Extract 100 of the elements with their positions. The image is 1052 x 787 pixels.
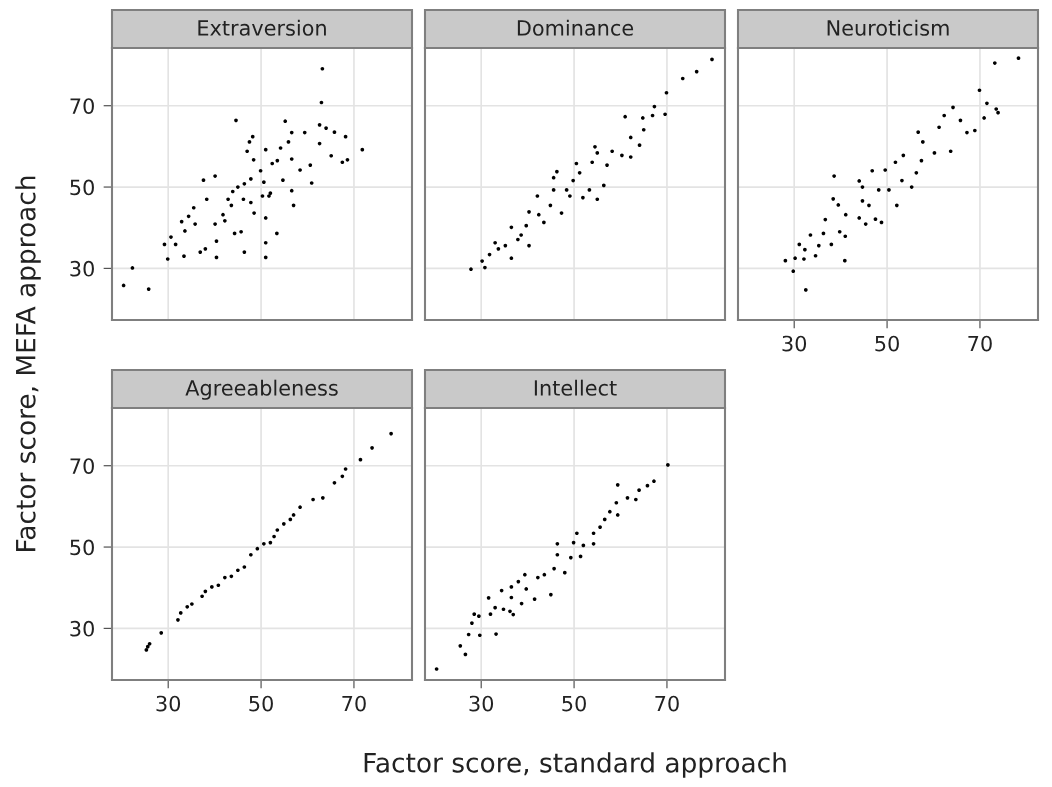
chart-title: Intellect xyxy=(534,379,617,396)
point xyxy=(640,116,645,120)
point xyxy=(664,90,669,95)
point xyxy=(628,135,633,140)
point xyxy=(562,570,567,575)
point xyxy=(625,496,630,500)
point xyxy=(802,257,806,261)
point xyxy=(615,483,620,487)
point xyxy=(535,194,540,198)
point xyxy=(516,237,520,242)
point xyxy=(527,243,531,248)
point xyxy=(590,160,595,165)
point xyxy=(593,144,597,149)
point xyxy=(614,500,619,505)
point xyxy=(519,233,523,237)
point xyxy=(511,612,516,617)
point xyxy=(948,149,953,154)
point xyxy=(571,178,575,183)
point xyxy=(178,611,183,615)
point xyxy=(876,188,881,192)
point xyxy=(843,234,848,239)
point xyxy=(900,178,904,183)
point xyxy=(867,203,871,208)
point xyxy=(469,267,473,272)
point xyxy=(552,566,556,571)
point xyxy=(634,497,638,502)
point xyxy=(509,225,514,230)
point xyxy=(710,57,714,62)
point xyxy=(575,531,579,536)
point xyxy=(200,594,204,599)
point xyxy=(680,76,685,81)
y-tick-label: 30 xyxy=(70,620,94,637)
point xyxy=(551,188,556,192)
y-tick-label: 50 xyxy=(70,539,94,556)
point xyxy=(973,128,977,133)
point xyxy=(542,220,546,225)
point xyxy=(216,583,221,588)
point xyxy=(483,265,487,270)
point xyxy=(803,288,808,292)
point xyxy=(894,203,899,208)
point xyxy=(536,212,541,217)
x-tick-label: 30 xyxy=(782,335,807,352)
point xyxy=(527,210,531,214)
point xyxy=(994,107,999,111)
point xyxy=(641,127,646,132)
point xyxy=(992,61,997,65)
x-tick-label: 70 xyxy=(968,335,992,352)
point xyxy=(242,565,247,569)
point xyxy=(873,217,878,222)
point xyxy=(791,269,796,274)
point xyxy=(568,194,572,198)
point xyxy=(601,183,606,188)
y-tick-label: 70 xyxy=(70,98,94,114)
point xyxy=(496,247,501,251)
point xyxy=(472,612,477,616)
x-axis-title: Factor score, standard approach xyxy=(364,752,786,778)
point xyxy=(486,596,491,600)
x-tick-label: 30 xyxy=(156,695,181,712)
point xyxy=(914,170,919,175)
point xyxy=(568,555,573,560)
point xyxy=(916,130,921,134)
point xyxy=(262,541,266,546)
point xyxy=(343,467,348,471)
point xyxy=(637,143,642,148)
point xyxy=(623,114,627,119)
point xyxy=(508,609,512,614)
chart-title: Neuroticism xyxy=(827,19,949,36)
point xyxy=(836,203,841,207)
point xyxy=(605,163,609,167)
point xyxy=(595,197,600,202)
point xyxy=(663,112,667,117)
point xyxy=(843,212,848,217)
point xyxy=(480,259,484,263)
point xyxy=(932,151,937,155)
point xyxy=(591,541,596,546)
point xyxy=(564,188,569,192)
chart-title: Dominance xyxy=(517,19,634,36)
point xyxy=(332,480,337,485)
point xyxy=(311,497,315,502)
x-tick-label: 30 xyxy=(469,695,494,712)
point xyxy=(870,168,875,173)
point xyxy=(982,116,986,120)
point xyxy=(477,614,481,619)
x-tick-label: 50 xyxy=(249,695,273,712)
point xyxy=(298,505,302,510)
point xyxy=(985,101,989,106)
point xyxy=(803,247,807,252)
point xyxy=(595,151,600,155)
point xyxy=(551,175,556,180)
point xyxy=(591,531,596,536)
point xyxy=(555,552,560,557)
point xyxy=(581,195,585,200)
point xyxy=(523,572,527,577)
point xyxy=(145,644,150,649)
point xyxy=(493,240,497,245)
point xyxy=(909,185,914,189)
point xyxy=(610,149,614,154)
point xyxy=(291,513,296,517)
point xyxy=(536,575,540,580)
point xyxy=(942,113,947,118)
